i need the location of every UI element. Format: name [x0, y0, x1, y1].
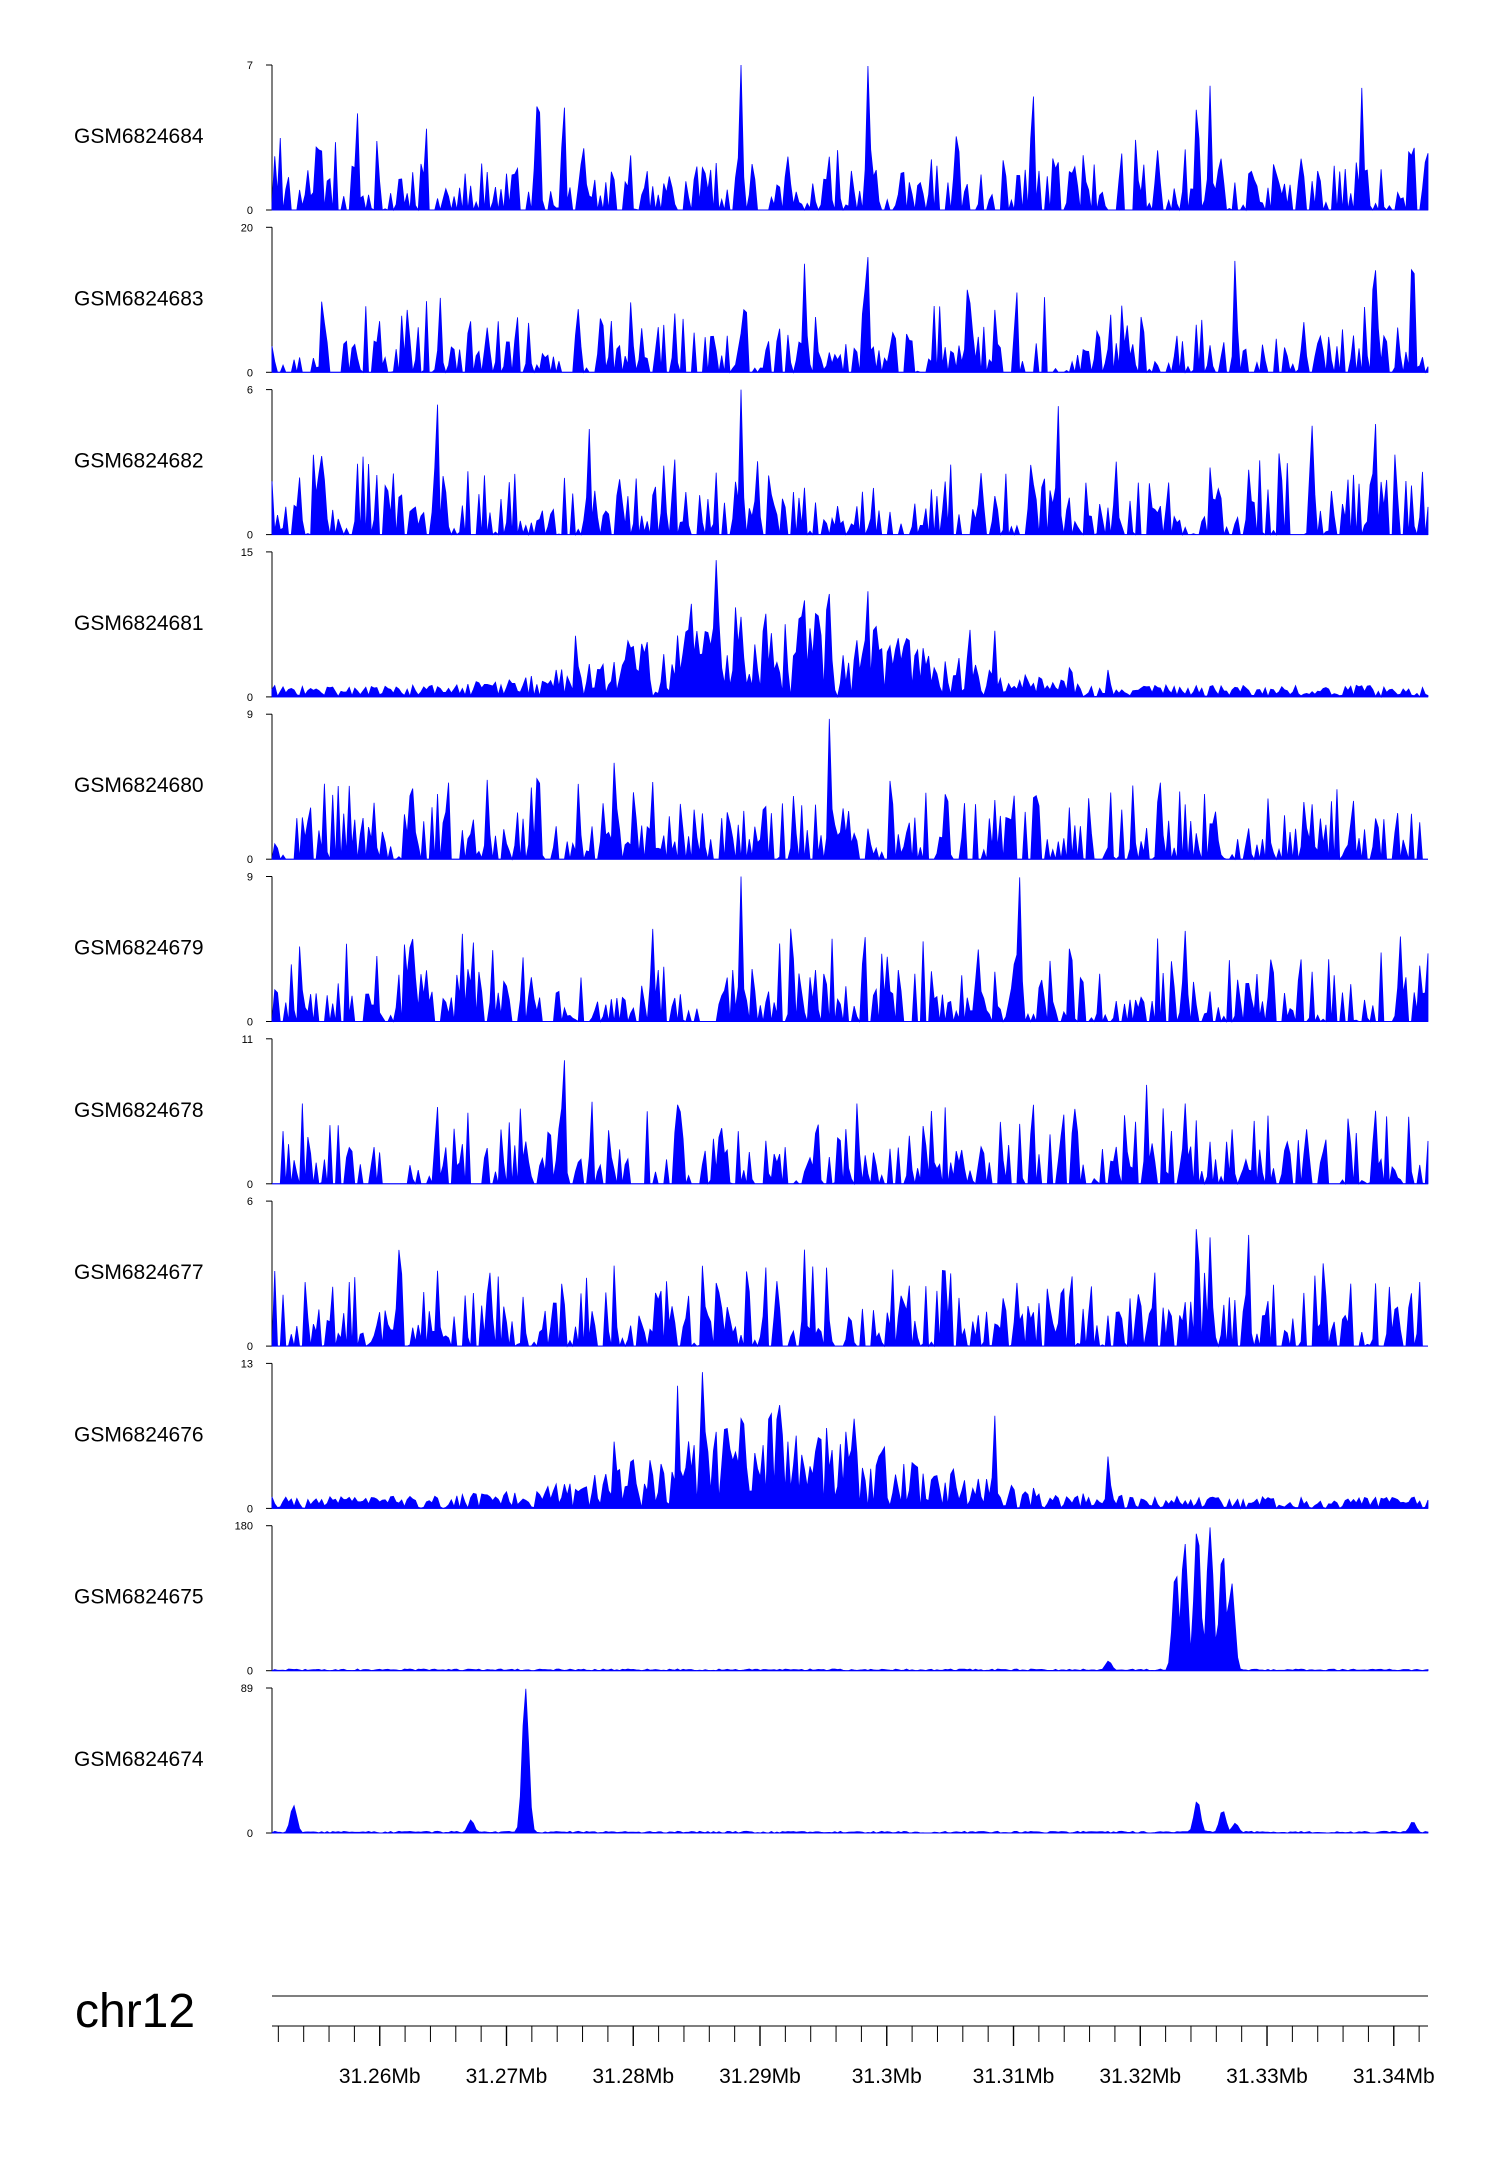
coverage-area	[271, 389, 1429, 537]
track-name-label: GSM6824678	[74, 1099, 204, 1122]
coverage-area	[271, 560, 1429, 698]
x-tick-label: 31.34Mb	[1353, 2065, 1435, 2088]
track-GSM6824676: GSM6824676 13 0	[74, 1358, 1429, 1515]
y-min-label: 0	[247, 1666, 253, 1678]
track-GSM6824675: GSM6824675 180 0	[74, 1521, 1429, 1678]
track-name-label: GSM6824681	[74, 612, 204, 635]
track-name-label: GSM6824677	[74, 1261, 204, 1284]
track-name-label: GSM6824676	[74, 1423, 204, 1446]
coverage-area	[271, 1688, 1429, 1834]
coverage-area	[271, 1527, 1429, 1672]
chromosome-label: chr12	[75, 1985, 195, 2038]
track-GSM6824682: GSM6824682 6 0	[74, 385, 1429, 542]
x-tick-label: 31.28Mb	[592, 2065, 674, 2088]
track-name-label: GSM6824683	[74, 287, 204, 310]
y-max-label: 15	[241, 547, 253, 559]
y-max-label: 9	[247, 872, 253, 884]
y-min-label: 0	[247, 1828, 253, 1840]
y-max-label: 180	[235, 1521, 253, 1533]
track-GSM6824683: GSM6824683 20 0	[74, 222, 1429, 379]
x-tick-label: 31.31Mb	[973, 2065, 1055, 2088]
y-max-label: 13	[241, 1358, 253, 1370]
y-min-label: 0	[247, 367, 253, 379]
y-max-label: 7	[247, 60, 253, 72]
x-tick-label: 31.26Mb	[339, 2065, 421, 2088]
y-max-label: 11	[242, 1034, 253, 1046]
y-max-label: 89	[241, 1683, 253, 1695]
track-GSM6824677: GSM6824677 6 0	[74, 1196, 1428, 1353]
x-tick-label: 31.27Mb	[466, 2065, 548, 2088]
y-min-label: 0	[247, 1017, 253, 1029]
x-tick-label: 31.32Mb	[1099, 2065, 1181, 2088]
track-GSM6824680: GSM6824680 9 0	[74, 709, 1428, 866]
track-name-label: GSM6824684	[74, 125, 204, 148]
y-max-label: 9	[247, 709, 253, 721]
coverage-area	[271, 1229, 1428, 1348]
track-name-label: GSM6824680	[74, 774, 204, 797]
coverage-area	[271, 718, 1428, 861]
track-name-label: GSM6824674	[74, 1748, 204, 1771]
y-max-label: 20	[241, 222, 253, 234]
y-min-label: 0	[247, 1503, 253, 1515]
coverage-tracks: GSM682468470GSM6824683200GSM682468260GSM…	[74, 60, 1429, 1840]
track-GSM6824674: GSM6824674 89 0	[74, 1683, 1429, 1840]
track-GSM6824681: GSM6824681 15 0	[74, 547, 1429, 704]
track-name-label: GSM6824682	[74, 450, 204, 473]
x-tick-label: 31.3Mb	[852, 2065, 922, 2088]
track-name-label: GSM6824679	[74, 937, 204, 960]
y-min-label: 0	[247, 1341, 253, 1353]
coverage-area	[271, 257, 1429, 374]
track-name-label: GSM6824675	[74, 1586, 204, 1609]
coverage-area	[271, 876, 1429, 1024]
y-min-label: 0	[247, 854, 253, 866]
y-min-label: 0	[247, 692, 253, 704]
coverage-area	[272, 1060, 1429, 1186]
y-min-label: 0	[247, 530, 253, 542]
y-max-label: 6	[247, 385, 253, 397]
coverage-area	[271, 1372, 1429, 1510]
chromosome-axis: chr12 31.26Mb 31.27Mb 31.28Mb 31.29Mb 31.3Mb…	[75, 1985, 1435, 2088]
y-max-label: 6	[247, 1196, 253, 1208]
x-tick-label: 31.33Mb	[1226, 2065, 1308, 2088]
track-GSM6824684: GSM6824684 7 0	[74, 60, 1429, 217]
track-GSM6824678: GSM6824678 11 0	[74, 1034, 1429, 1191]
track-GSM6824679: GSM6824679 9 0	[74, 872, 1429, 1029]
x-tick-label: 31.29Mb	[719, 2065, 801, 2088]
y-min-label: 0	[247, 1179, 253, 1191]
x-axis-ticks: 31.26Mb 31.27Mb 31.28Mb 31.29Mb 31.3Mb 31.31M…	[272, 1995, 1435, 2088]
y-min-label: 0	[247, 205, 253, 217]
coverage-area	[271, 65, 1429, 212]
